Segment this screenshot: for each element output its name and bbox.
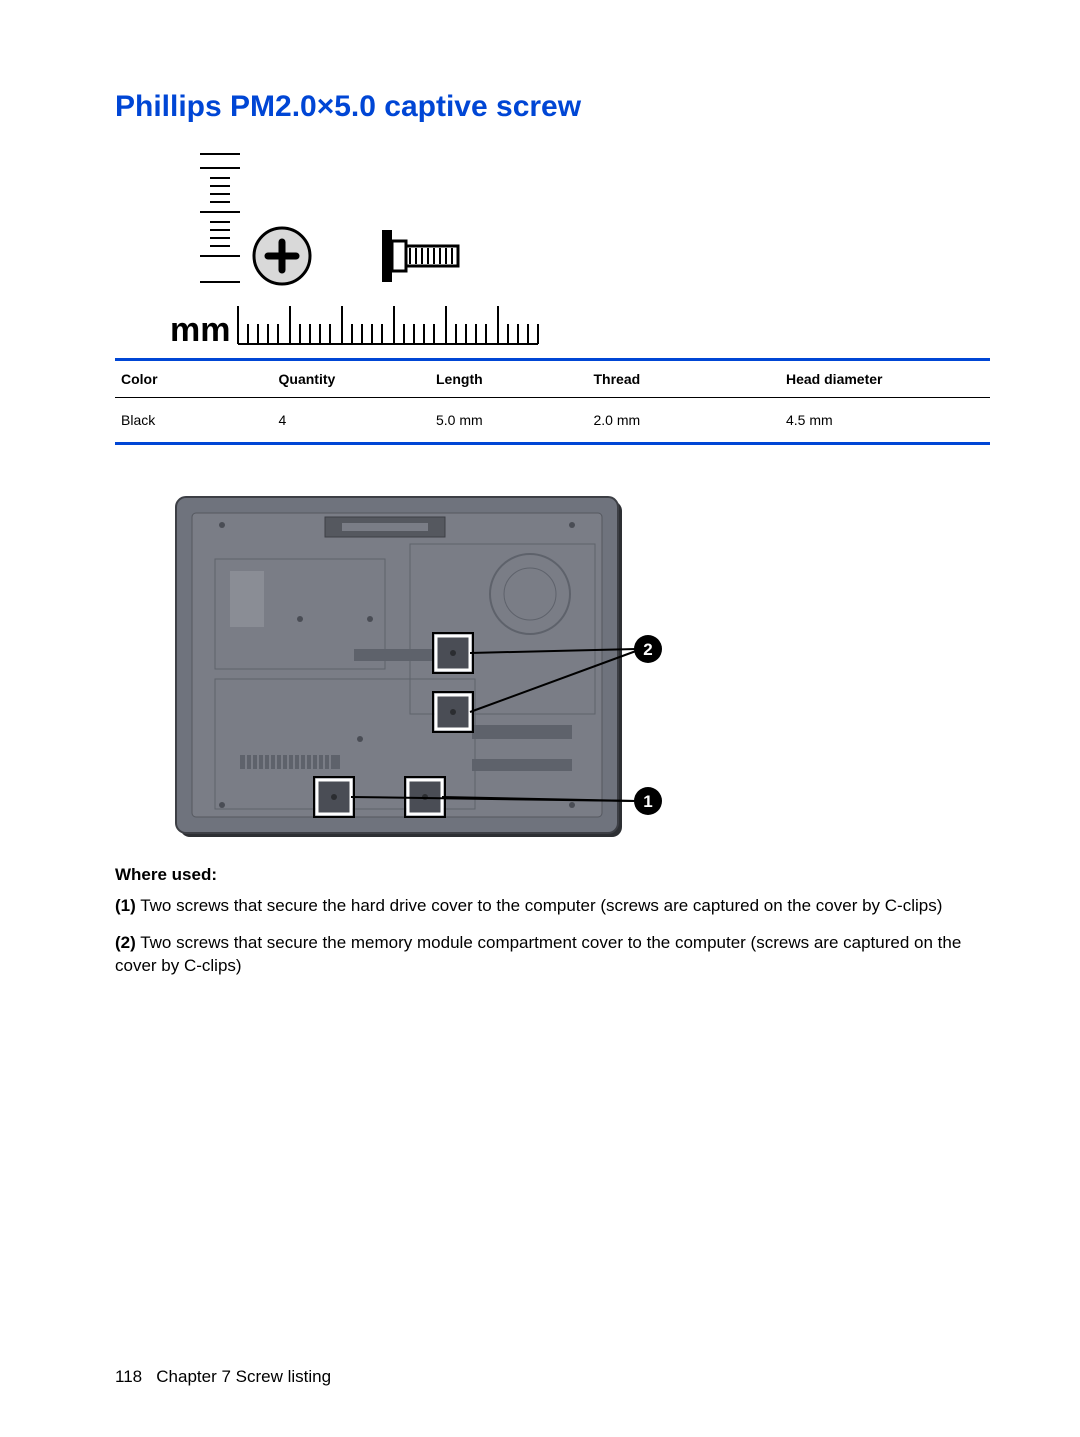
chapter-label: Chapter 7 Screw listing <box>156 1367 331 1386</box>
page-footer: 118 Chapter 7 Screw listing <box>115 1367 331 1387</box>
where-used-text: Two screws that secure the hard drive co… <box>136 896 943 915</box>
spec-col-header: Thread <box>588 360 781 398</box>
table-row: Black45.0 mm2.0 mm4.5 mm <box>115 398 990 444</box>
spec-col-header: Length <box>430 360 588 398</box>
where-used-item: (2) Two screws that secure the memory mo… <box>115 932 990 978</box>
screw-head-top-icon <box>254 228 310 284</box>
where-used-num: (1) <box>115 896 136 915</box>
screw-side-icon <box>382 230 458 282</box>
page-number: 118 <box>115 1367 142 1386</box>
laptop-bottom-diagram: 21 <box>170 489 660 849</box>
ruler-unit-label: mm <box>170 311 230 349</box>
spec-col-header: Quantity <box>273 360 431 398</box>
spec-cell: 4 <box>273 398 431 444</box>
spec-col-header: Head diameter <box>780 360 990 398</box>
spec-table: ColorQuantityLengthThreadHead diameter B… <box>115 358 990 445</box>
spec-cell: 2.0 mm <box>588 398 781 444</box>
where-used-text: Two screws that secure the memory module… <box>115 933 961 975</box>
spec-col-header: Color <box>115 360 273 398</box>
screw-ruler-diagram: mm <box>170 146 990 356</box>
svg-text:2: 2 <box>643 640 652 659</box>
where-used-heading: Where used: <box>115 865 990 885</box>
page-title: Phillips PM2.0×5.0 captive screw <box>115 90 990 124</box>
where-used-item: (1) Two screws that secure the hard driv… <box>115 895 990 918</box>
spec-cell: 4.5 mm <box>780 398 990 444</box>
where-used-num: (2) <box>115 933 136 952</box>
svg-text:1: 1 <box>643 792 652 811</box>
spec-cell: 5.0 mm <box>430 398 588 444</box>
spec-cell: Black <box>115 398 273 444</box>
